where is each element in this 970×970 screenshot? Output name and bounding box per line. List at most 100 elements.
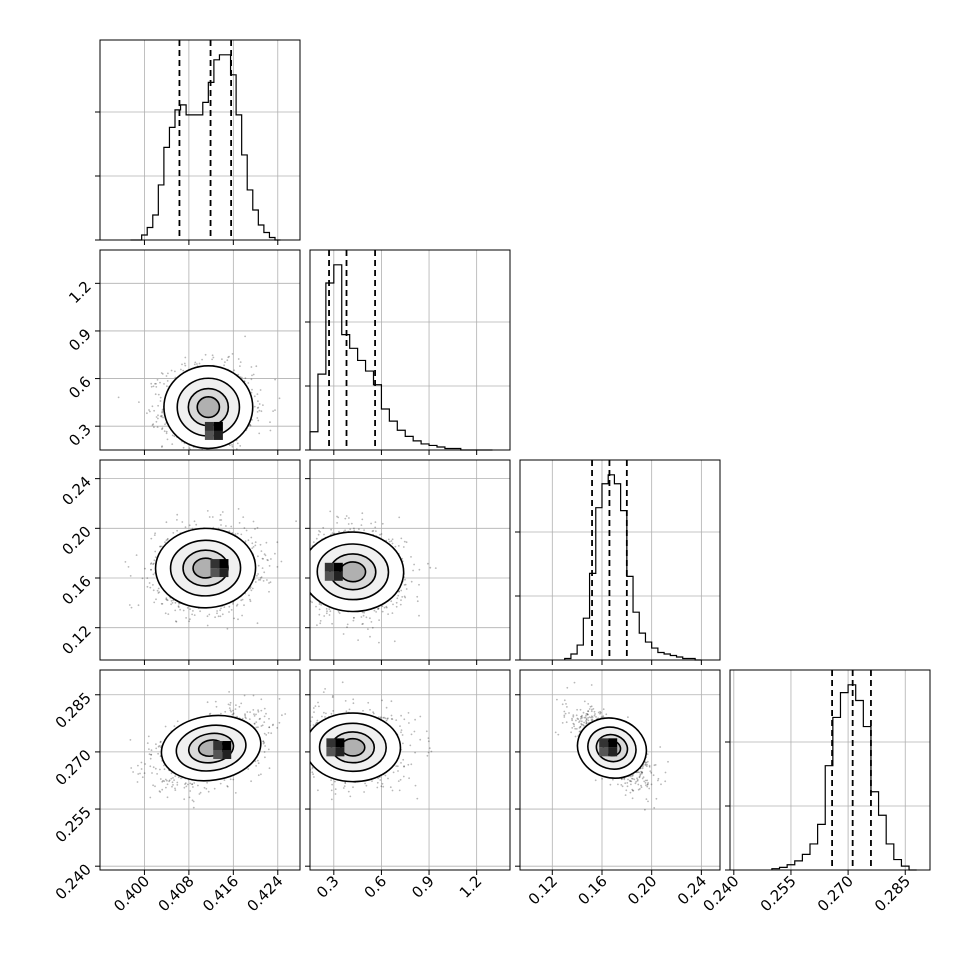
sample-point bbox=[152, 563, 155, 566]
sample-point bbox=[153, 601, 156, 604]
y-tick-label: 0.12 bbox=[58, 622, 94, 658]
sample-point bbox=[160, 415, 163, 418]
panel-frame bbox=[99, 249, 301, 451]
histogram-bin bbox=[164, 147, 170, 240]
sample-point bbox=[297, 549, 299, 551]
sample-point bbox=[380, 533, 383, 535]
sample-point bbox=[205, 453, 207, 455]
sample-point bbox=[402, 546, 405, 548]
sample-point bbox=[268, 767, 271, 770]
sample-point bbox=[212, 356, 215, 359]
sample-point bbox=[184, 364, 187, 367]
histogram-bin bbox=[795, 861, 803, 870]
sample-point bbox=[416, 595, 419, 598]
sample-point bbox=[157, 587, 160, 590]
sample-point bbox=[263, 721, 266, 723]
scatter-panel bbox=[260, 459, 511, 665]
density-peak-cell bbox=[333, 571, 343, 581]
histogram-bin bbox=[863, 727, 871, 870]
sample-point bbox=[174, 601, 177, 604]
scatter-panel: 0.120.160.200.24 bbox=[58, 459, 301, 665]
sample-point bbox=[213, 787, 216, 790]
sample-point bbox=[193, 520, 196, 523]
sample-point bbox=[211, 354, 214, 357]
sample-point bbox=[228, 460, 230, 462]
density-peak-cell bbox=[213, 421, 223, 431]
sample-point bbox=[235, 604, 238, 607]
sample-point bbox=[151, 424, 154, 426]
sample-point bbox=[251, 542, 254, 545]
sample-point bbox=[326, 610, 328, 613]
sample-point bbox=[404, 578, 406, 581]
histogram-bin bbox=[142, 235, 148, 240]
sample-point bbox=[161, 427, 164, 430]
sample-point bbox=[293, 588, 295, 590]
sample-point bbox=[235, 448, 238, 450]
sample-point bbox=[362, 614, 365, 617]
histogram-bin bbox=[203, 102, 209, 240]
sample-point bbox=[323, 533, 325, 536]
sample-point bbox=[223, 606, 226, 608]
panel-frame bbox=[309, 459, 511, 661]
sample-point bbox=[328, 608, 331, 610]
sample-point bbox=[294, 576, 296, 578]
sample-point bbox=[242, 516, 245, 518]
sample-point bbox=[212, 452, 214, 454]
y-tick-label: 0.20 bbox=[58, 522, 94, 558]
sample-point bbox=[238, 522, 241, 524]
density-peak-cell bbox=[204, 430, 214, 440]
sample-point bbox=[153, 534, 156, 536]
sample-point bbox=[220, 607, 222, 610]
sample-point bbox=[238, 705, 241, 708]
histogram-panel: 0.240 0.255 0.270 0.285 bbox=[700, 669, 931, 915]
sample-point bbox=[221, 613, 224, 616]
sample-point bbox=[152, 584, 154, 586]
sample-point bbox=[217, 615, 220, 618]
sample-point bbox=[240, 599, 243, 602]
sample-point bbox=[258, 409, 261, 412]
sample-point bbox=[196, 486, 198, 488]
density-peak-cell bbox=[204, 421, 214, 431]
sample-point bbox=[195, 523, 198, 526]
sample-point bbox=[170, 777, 173, 780]
sample-point bbox=[174, 789, 177, 791]
sample-point bbox=[265, 712, 267, 715]
sample-point bbox=[262, 558, 264, 560]
sample-point bbox=[252, 373, 255, 376]
sample-point bbox=[300, 552, 302, 554]
sample-point bbox=[219, 782, 222, 785]
sample-point bbox=[143, 772, 146, 774]
sample-point bbox=[250, 366, 253, 368]
sample-point bbox=[301, 574, 303, 576]
sample-point bbox=[240, 533, 243, 536]
sample-point bbox=[232, 603, 234, 605]
sample-point bbox=[266, 579, 268, 581]
histogram-bin bbox=[840, 693, 848, 870]
sample-point bbox=[222, 454, 224, 456]
sample-point bbox=[219, 519, 221, 521]
sample-point bbox=[204, 353, 207, 356]
histogram-panel bbox=[95, 39, 301, 245]
sample-point bbox=[285, 549, 287, 551]
sample-point bbox=[295, 570, 297, 572]
sample-point bbox=[260, 597, 262, 599]
sample-point bbox=[410, 580, 413, 583]
sample-point bbox=[226, 359, 229, 362]
sample-point bbox=[266, 559, 269, 561]
sample-point bbox=[232, 709, 234, 712]
sample-point bbox=[353, 527, 355, 530]
sample-point bbox=[239, 361, 242, 363]
histogram-bin bbox=[192, 115, 198, 240]
sample-point bbox=[294, 572, 296, 574]
sample-point bbox=[165, 430, 168, 433]
histogram-bin bbox=[318, 374, 326, 450]
sample-point bbox=[398, 516, 401, 519]
sample-point bbox=[189, 608, 192, 610]
sample-point bbox=[396, 597, 399, 600]
sample-point bbox=[239, 365, 241, 367]
sample-point bbox=[166, 538, 169, 541]
sample-point bbox=[165, 432, 168, 435]
sample-point bbox=[371, 626, 374, 629]
sample-point bbox=[413, 563, 415, 566]
sample-point bbox=[251, 587, 254, 590]
